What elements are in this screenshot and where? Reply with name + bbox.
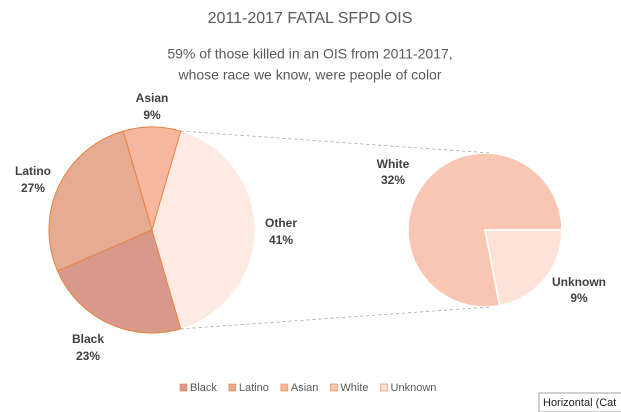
chart-subtitle: 59% of those killed in an OIS from 2011-…: [167, 46, 452, 62]
tooltip-box: [538, 392, 621, 412]
secondary-pie-slice: [407, 152, 563, 308]
data-label: 27%: [21, 181, 45, 195]
tooltip-text: Horizontal (Cat: [543, 397, 616, 409]
pie-slice: [151, 130, 256, 330]
pie-slice: [122, 126, 182, 232]
data-label: 23%: [76, 349, 100, 363]
legend-label: White: [340, 382, 368, 394]
data-label: 9%: [143, 108, 161, 122]
legend-swatch: [179, 383, 188, 392]
legend-swatch: [280, 383, 289, 392]
data-label: White: [377, 157, 410, 171]
legend-swatch: [330, 383, 338, 392]
legend-label: Asian: [291, 382, 319, 394]
pie-slice: [48, 130, 153, 272]
data-label: 9%: [570, 291, 588, 305]
legend-label: Black: [190, 382, 217, 394]
tooltip: Horizontal (Cat: [538, 392, 621, 412]
data-label: 41%: [269, 233, 293, 247]
chart-title: 2011-2017 FATAL SFPD OIS: [208, 10, 413, 27]
data-label: 32%: [381, 173, 405, 187]
legend: Black Latino Asian White Unknown: [179, 382, 437, 394]
connector-line: [180, 306, 491, 330]
data-label: Unknown: [552, 275, 606, 289]
legend-label: Unknown: [391, 382, 437, 394]
legend-swatch: [380, 383, 388, 392]
data-label: Black: [72, 332, 104, 346]
legend-swatch: [228, 383, 237, 392]
connector-line: [180, 130, 491, 154]
chart-subtitle: whose race we know, were people of color: [177, 67, 441, 83]
secondary-pie-slice: [484, 229, 563, 307]
data-label: Asian: [136, 91, 169, 105]
data-label: Other: [265, 216, 297, 230]
legend-label: Latino: [239, 382, 269, 394]
pie-slice: [56, 229, 182, 334]
data-label: Latino: [15, 164, 51, 178]
